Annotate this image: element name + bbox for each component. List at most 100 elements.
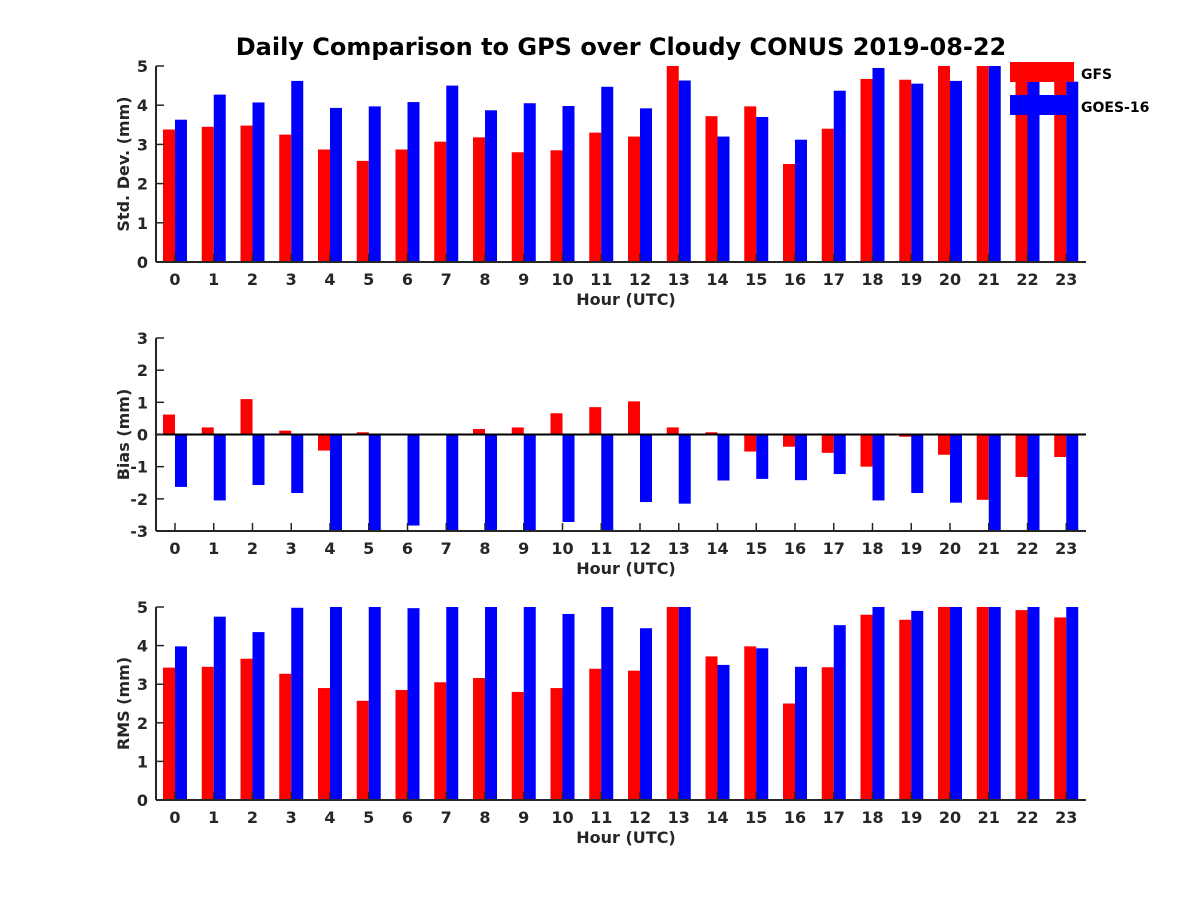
- bias-xtick-label: 14: [706, 539, 728, 558]
- bias-ytick-label: -1: [130, 458, 148, 477]
- rms-bar-gfs-h20: [938, 607, 950, 800]
- bias-bar-gfs-h0: [163, 414, 175, 435]
- rms-xtick-label: 20: [939, 808, 961, 827]
- bias-bar-gfs-h22: [1015, 434, 1028, 477]
- stddev-xtick-label: 18: [861, 270, 883, 289]
- stddev-bar-gfs-h0: [163, 129, 175, 262]
- bias-ylabel: Bias (mm): [114, 389, 133, 481]
- bias-bar-goes16-h8: [485, 434, 497, 531]
- stddev-bar-gfs-h10: [550, 150, 563, 262]
- bias-ytick-label: -2: [130, 490, 148, 509]
- stddev-xtick-label: 10: [551, 270, 573, 289]
- bias-ytick-label: 1: [137, 393, 148, 412]
- stddev-bar-gfs-h3: [279, 134, 292, 262]
- legend: GFS GOES-16: [1010, 62, 1149, 116]
- bias-bar-goes16-h4: [330, 434, 342, 531]
- stddev-bar-goes16-h9: [523, 103, 536, 263]
- rms-bar-goes16-h9: [523, 607, 536, 800]
- stddev-bar-gfs-h4: [318, 149, 330, 262]
- rms-xtick-label: 17: [823, 808, 845, 827]
- rms-xtick-label: 4: [324, 808, 335, 827]
- stddev-xtick-label: 15: [745, 270, 767, 289]
- bias-bar-goes16-h9: [523, 434, 536, 531]
- rms-bar-gfs-h22: [1015, 610, 1028, 800]
- rms-bar-goes16-h20: [950, 607, 962, 800]
- stddev-xtick-label: 21: [978, 270, 1000, 289]
- rms-bar-goes16-h21: [988, 607, 1001, 800]
- bias-bar-goes16-h3: [291, 434, 304, 494]
- rms-bar-goes16-h7: [446, 607, 459, 800]
- stddev-bar-goes16-h0: [175, 119, 187, 262]
- bias-bar-goes16-h10: [562, 434, 575, 522]
- bias-bar-goes16-h19: [911, 434, 924, 494]
- stddev-xtick-label: 1: [208, 270, 219, 289]
- stddev-xtick-label: 22: [1016, 270, 1038, 289]
- stddev-xtick-label: 2: [247, 270, 258, 289]
- stddev-bar-goes16-h7: [446, 85, 459, 262]
- stddev-bar-goes16-h8: [485, 110, 497, 262]
- rms-bar-gfs-h4: [318, 688, 330, 800]
- bias-bar-gfs-h10: [550, 413, 563, 435]
- bias-ytick-label: -3: [130, 522, 148, 541]
- rms-ytick-label: 4: [137, 637, 148, 656]
- bias-bar-goes16-h21: [988, 434, 1001, 531]
- stddev-xtick-label: 9: [518, 270, 529, 289]
- bias-bar-goes16-h18: [872, 434, 885, 501]
- bias-xtick-label: 12: [629, 539, 651, 558]
- bias-bar-gfs-h17: [821, 434, 834, 453]
- bias-xtick-label: 1: [208, 539, 219, 558]
- bias-bar-goes16-h12: [640, 434, 652, 503]
- stddev-bar-gfs-h18: [860, 78, 873, 262]
- stddev-bar-goes16-h14: [717, 136, 730, 262]
- bias-xtick-label: 0: [169, 539, 180, 558]
- rms-xtick-label: 14: [706, 808, 728, 827]
- stddev-ytick-label: 2: [137, 175, 148, 194]
- rms-xtick-label: 6: [402, 808, 413, 827]
- rms-bar-gfs-h6: [395, 689, 408, 800]
- bias-bar-gfs-h19: [899, 434, 912, 437]
- stddev-ytick-label: 0: [137, 253, 148, 272]
- rms-xtick-label: 3: [286, 808, 297, 827]
- rms-ytick-label: 5: [137, 598, 148, 617]
- stddev-ytick-label: 5: [137, 57, 148, 76]
- bias-bar-gfs-h23: [1054, 434, 1067, 458]
- stddev-bar-goes16-h5: [368, 106, 381, 262]
- bias-ytick-label: 2: [137, 361, 148, 380]
- rms-xtick-label: 13: [668, 808, 690, 827]
- stddev-bar-gfs-h20: [938, 66, 950, 262]
- rms-bar-gfs-h15: [744, 646, 757, 800]
- bias-xtick-label: 22: [1016, 539, 1038, 558]
- rms-bar-gfs-h2: [240, 658, 253, 800]
- stddev-bar-goes16-h15: [756, 116, 769, 263]
- bias-bar-gfs-h12: [628, 401, 640, 435]
- stddev-bar-goes16-h3: [291, 80, 304, 263]
- bias-bar-goes16-h16: [795, 434, 807, 481]
- stddev-xtick-label: 4: [324, 270, 335, 289]
- stddev-bar-goes16-h6: [407, 102, 420, 262]
- stddev-bar-gfs-h7: [434, 141, 447, 262]
- stddev-bar-gfs-h16: [783, 164, 795, 262]
- bias-bar-gfs-h14: [705, 432, 718, 435]
- bias-bar-gfs-h5: [356, 432, 369, 435]
- stddev-bar-goes16-h18: [872, 67, 885, 263]
- bias-xtick-label: 10: [551, 539, 573, 558]
- bias-bar-gfs-h21: [976, 434, 989, 500]
- bias-xtick-label: 19: [900, 539, 922, 558]
- bias-xtick-label: 4: [324, 539, 335, 558]
- bias-bar-gfs-h11: [589, 407, 602, 435]
- rms-bar-goes16-h1: [213, 616, 226, 800]
- rms-xtick-label: 12: [629, 808, 651, 827]
- rms-xtick-label: 1: [208, 808, 219, 827]
- stddev-bar-goes16-h11: [601, 86, 614, 262]
- rms-bar-goes16-h3: [291, 607, 304, 800]
- rms-bar-goes16-h16: [795, 666, 807, 800]
- bias-bar-gfs-h15: [744, 434, 757, 452]
- bias-bar-goes16-h17: [833, 434, 846, 475]
- rms-bar-gfs-h16: [783, 703, 795, 800]
- bias-bar-gfs-h20: [938, 434, 950, 455]
- stddev-bar-goes16-h1: [213, 94, 226, 263]
- stddev-xtick-label: 0: [169, 270, 180, 289]
